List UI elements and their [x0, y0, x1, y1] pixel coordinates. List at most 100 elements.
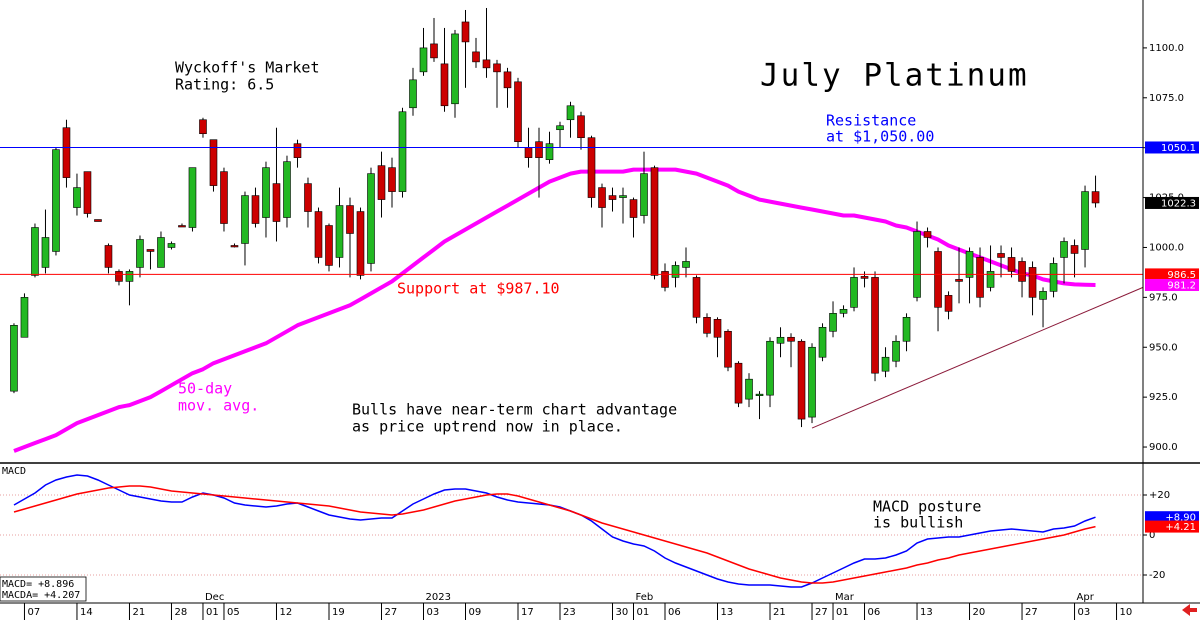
candle-body: [965, 251, 974, 278]
price-tag-label: 1050.1: [1161, 143, 1196, 154]
candle-body: [514, 81, 522, 142]
x-tick-label: 06: [868, 607, 881, 618]
candle-body: [199, 119, 207, 135]
candle-body: [304, 183, 312, 212]
candle-body: [230, 245, 239, 248]
candle-body: [713, 319, 722, 338]
candle-body: [451, 33, 459, 105]
candle-body: [346, 205, 354, 234]
y-tick-label: 1075.0: [1149, 93, 1184, 104]
readout-text: MACD= +8.896: [2, 579, 74, 590]
x-tick-label: 30: [616, 607, 629, 618]
candle-body: [1049, 263, 1058, 292]
candle-body: [850, 277, 858, 308]
x-tick-label: 27: [384, 607, 397, 618]
y-tick-label: 1100.0: [1149, 43, 1184, 54]
x-tick-label: 03: [1078, 607, 1091, 618]
candle-body: [997, 253, 1005, 258]
x-tick-label: 27: [815, 607, 828, 618]
candle-body: [545, 143, 554, 160]
candle-body: [272, 183, 281, 222]
candle-body: [692, 277, 701, 318]
x-tick-label: 01: [206, 607, 219, 618]
chart-title: July Platinum: [760, 58, 1029, 94]
candle-body: [524, 147, 533, 158]
candle-body: [482, 59, 491, 69]
month-label: Dec: [205, 592, 224, 603]
x-tick-label: 21: [773, 607, 786, 618]
price-tag: [1145, 141, 1199, 154]
candle-body: [398, 111, 407, 192]
y-tick-label: 900.0: [1149, 442, 1178, 453]
y-tick-label: 925.0: [1149, 392, 1178, 403]
plot-area: [0, 7, 1144, 588]
candle-body: [839, 309, 848, 314]
candle-body: [860, 276, 869, 279]
annotation: at $1,050.00: [826, 128, 934, 146]
x-tick-label: 07: [27, 607, 40, 618]
candle-body: [1039, 291, 1047, 300]
x-tick-label: 13: [920, 607, 933, 618]
candle-body: [41, 237, 50, 268]
candle-body: [419, 47, 428, 73]
x-tick-label: 23: [563, 607, 576, 618]
candle-body: [745, 378, 753, 400]
candle-body: [388, 167, 396, 192]
annotation: is bullish: [873, 514, 963, 532]
candle-body: [377, 165, 386, 200]
x-tick-label: 19: [332, 607, 345, 618]
annotation: MACD posture: [873, 498, 981, 516]
candle-body: [367, 173, 375, 264]
candle-body: [157, 237, 165, 268]
candle-body: [146, 249, 155, 252]
indicator-line: [13, 485, 1096, 584]
candle-body: [136, 239, 144, 268]
candle-body: [440, 63, 449, 107]
price-tag-label: 981.2: [1167, 280, 1196, 291]
candle-body: [608, 195, 617, 200]
annotation: as price uptrend now in place.: [352, 418, 623, 436]
candle-body: [808, 346, 816, 418]
x-tick-label: 05: [227, 607, 240, 618]
candle-body: [503, 71, 512, 89]
panel-title: MACD: [2, 466, 26, 477]
candle-body: [724, 330, 732, 368]
x-tick-label: 10: [1120, 607, 1133, 618]
x-tick-label: 06: [668, 607, 681, 618]
month-label: Mar: [835, 592, 855, 603]
x-tick-label: 13: [721, 607, 734, 618]
candle-body: [262, 167, 270, 218]
candle-body: [283, 161, 291, 218]
x-tick-label: 28: [174, 607, 187, 618]
month-label: 2023: [425, 592, 450, 603]
candle-body: [1091, 191, 1100, 204]
candle-body: [1007, 257, 1016, 272]
candle-body: [251, 195, 260, 224]
candle-body: [356, 211, 365, 276]
candle-body: [188, 167, 197, 228]
x-tick-label: 12: [279, 607, 292, 618]
annotation: Wyckoff's Market: [175, 59, 320, 77]
candle-body: [703, 317, 711, 334]
annotation: Bulls have near-term chart advantage: [352, 401, 677, 419]
candle-body: [20, 297, 29, 338]
candle-body: [734, 362, 743, 404]
candle-body: [671, 265, 680, 278]
candle-body: [52, 149, 60, 252]
x-tick-label: 01: [836, 607, 849, 618]
candle-body: [818, 326, 827, 358]
candle-body: [104, 245, 113, 268]
y-tick-label: +20: [1149, 490, 1170, 501]
candle-body: [797, 340, 806, 420]
candle-body: [976, 257, 984, 298]
annotation: mov. avg.: [178, 397, 259, 415]
candle-body: [314, 211, 323, 258]
annotation: Rating: 6.5: [175, 76, 274, 94]
candle-body: [1028, 267, 1037, 298]
candle-body: [430, 43, 438, 59]
candle-body: [493, 63, 501, 73]
y-tick-label: 975.0: [1149, 292, 1178, 303]
candle-body: [31, 227, 39, 276]
